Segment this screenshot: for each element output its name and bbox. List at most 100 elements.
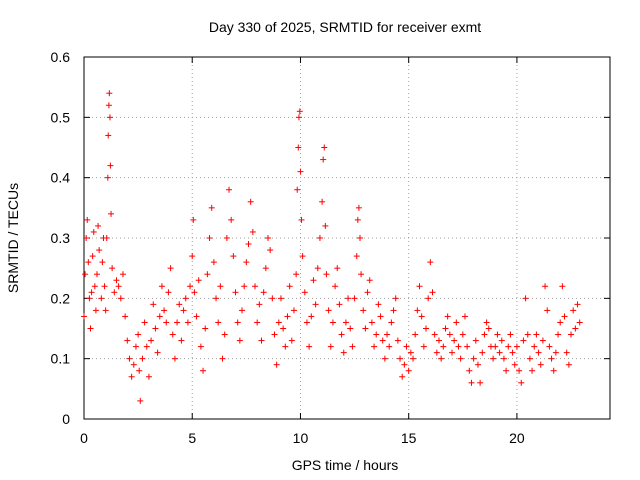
data-point — [548, 355, 555, 362]
data-point — [161, 307, 168, 314]
data-point — [84, 216, 91, 223]
data-point — [204, 271, 211, 278]
data-point — [524, 331, 531, 338]
data-point — [414, 307, 421, 314]
data-point — [509, 349, 516, 356]
data-point — [163, 319, 170, 326]
data-point — [535, 349, 542, 356]
x-tick-label: 20 — [509, 430, 525, 446]
data-point — [226, 186, 233, 193]
data-point — [425, 295, 432, 302]
data-point — [81, 313, 87, 320]
data-point — [464, 343, 471, 350]
data-point — [381, 355, 388, 362]
data-point — [340, 349, 347, 356]
data-point — [472, 337, 479, 344]
data-point — [95, 222, 102, 229]
y-tick-label: 0.1 — [51, 351, 71, 367]
data-point — [516, 367, 523, 374]
data-point — [296, 108, 303, 115]
data-point — [301, 289, 308, 296]
data-point — [416, 283, 423, 290]
data-point — [108, 210, 115, 217]
data-point — [453, 319, 460, 326]
data-point — [180, 307, 187, 314]
data-point — [210, 259, 217, 266]
data-point — [245, 241, 252, 248]
data-point — [189, 253, 196, 260]
data-point — [327, 343, 334, 350]
data-point — [91, 283, 98, 290]
data-point — [171, 355, 178, 362]
data-point — [267, 247, 274, 254]
data-point — [459, 331, 466, 338]
data-point — [505, 343, 512, 350]
data-point — [347, 325, 354, 332]
data-point — [539, 337, 546, 344]
data-point — [282, 343, 289, 350]
data-point — [90, 228, 97, 235]
data-point — [451, 337, 458, 344]
data-point — [295, 144, 302, 151]
data-point — [559, 283, 566, 290]
data-point — [483, 319, 490, 326]
data-point — [433, 349, 440, 356]
plot-frame — [83, 56, 611, 420]
data-point — [354, 216, 361, 223]
axis-ticks — [83, 56, 610, 420]
data-point — [252, 283, 259, 290]
data-point — [104, 174, 111, 181]
data-point — [319, 198, 326, 205]
data-point — [234, 319, 241, 326]
data-point — [295, 114, 302, 121]
x-axis-label: GPS time / hours — [292, 457, 399, 473]
data-point — [195, 277, 202, 284]
data-point — [236, 337, 243, 344]
data-point — [474, 361, 481, 368]
data-point — [529, 367, 536, 374]
data-point — [322, 222, 329, 229]
x-tick-label: 0 — [80, 430, 88, 446]
data-point — [397, 355, 404, 362]
data-point — [399, 373, 406, 380]
data-point — [440, 343, 447, 350]
data-point — [241, 283, 248, 290]
y-tick-label: 0.6 — [51, 49, 71, 65]
data-point — [561, 313, 568, 320]
data-point — [130, 361, 137, 368]
data-point — [550, 367, 557, 374]
data-point — [371, 343, 378, 350]
data-point — [208, 204, 215, 211]
data-point — [87, 325, 94, 332]
data-point — [446, 331, 453, 338]
data-point — [555, 331, 562, 338]
data-point — [299, 253, 306, 260]
data-point — [355, 204, 362, 211]
data-point — [394, 337, 401, 344]
data-point — [442, 325, 449, 332]
y-tick-label: 0.2 — [51, 290, 71, 306]
data-point — [206, 235, 213, 241]
y-tick-label: 0.5 — [51, 109, 71, 125]
data-point — [154, 349, 161, 356]
data-point — [457, 355, 464, 362]
data-point — [388, 319, 395, 326]
data-point — [83, 235, 90, 241]
data-point — [148, 337, 155, 344]
data-point — [284, 313, 291, 320]
data-point — [306, 343, 313, 350]
data-point — [323, 271, 330, 278]
data-point — [310, 277, 317, 284]
data-point — [494, 331, 501, 338]
data-point — [88, 289, 95, 296]
data-point — [356, 235, 363, 241]
data-point — [407, 349, 414, 356]
data-point — [187, 283, 194, 290]
data-point — [360, 307, 367, 314]
data-point — [392, 295, 399, 302]
data-point — [412, 331, 419, 338]
data-point — [358, 271, 365, 278]
data-point — [518, 379, 525, 386]
data-point — [219, 355, 226, 362]
data-point — [485, 325, 492, 332]
